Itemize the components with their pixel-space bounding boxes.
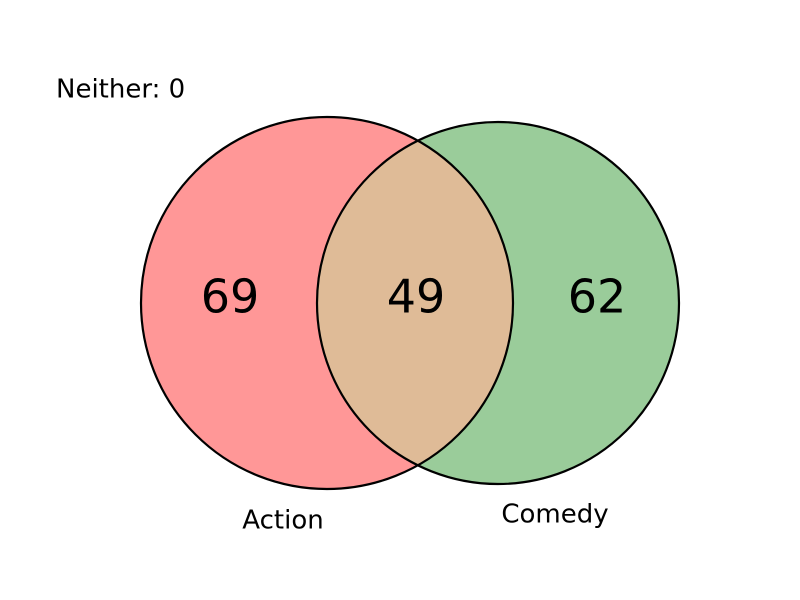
- action-set-label: Action: [242, 506, 323, 536]
- comedy-set-label: Comedy: [501, 500, 608, 530]
- action-circle-outline: [139, 115, 515, 491]
- intersection-count: 49: [387, 270, 446, 324]
- neither-label: Neither: 0: [56, 75, 185, 105]
- comedy-circle-outline: [315, 120, 681, 486]
- intersection-region: [317, 122, 513, 484]
- action-only-count: 69: [201, 270, 260, 324]
- comedy-only-count: 62: [568, 270, 627, 324]
